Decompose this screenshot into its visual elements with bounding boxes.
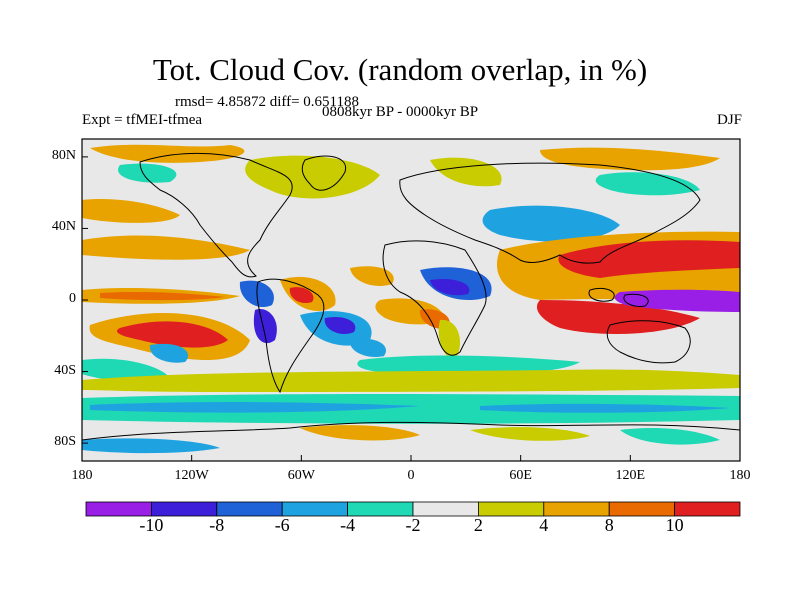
- lat-tick-label: 40S: [54, 362, 76, 378]
- contour-field: [82, 139, 740, 461]
- colorbar-swatch: [85, 501, 152, 517]
- period-label: 0808kyr BP - 0000kyr BP: [322, 104, 479, 120]
- coastline-antarctica: [81, 421, 741, 441]
- lon-tick-label: 60W: [287, 468, 315, 483]
- contour-fill: [82, 235, 250, 260]
- contour-fill: [149, 343, 189, 363]
- axis-ticks: [81, 156, 741, 461]
- contour-fill: [289, 287, 314, 304]
- lon-tick-label: 180: [729, 468, 751, 483]
- coastline-australia: [606, 320, 691, 364]
- lon-tick-label: 120E: [615, 468, 646, 483]
- contour-fill: [480, 403, 730, 413]
- colorbar-swatch: [674, 501, 741, 517]
- colorbar-label: 10: [665, 515, 684, 535]
- coastline-north-america: [139, 152, 293, 278]
- lat-tick-label: 80N: [51, 147, 76, 163]
- contour-fill: [614, 289, 740, 312]
- contour-fill: [349, 338, 386, 358]
- lon-tick-label: 180: [71, 468, 93, 483]
- contour-fill: [82, 394, 740, 424]
- colorbar-swatch: [281, 501, 349, 517]
- contour-fill: [324, 316, 356, 335]
- contour-fill: [430, 278, 470, 296]
- colorbar: [85, 501, 741, 517]
- coastline-africa: [382, 240, 487, 356]
- colorbar-swatch: [543, 501, 610, 517]
- contour-fill: [82, 369, 740, 392]
- contour-fill: [118, 163, 177, 183]
- chart-title: Tot. Cloud Cov. (random overlap, in %): [152, 52, 648, 87]
- coastline-south-america: [256, 278, 325, 394]
- contour-fill: [82, 199, 180, 223]
- contour-fill: [482, 205, 620, 242]
- colorbar-label: -8: [209, 515, 225, 535]
- contour-fill: [100, 291, 225, 301]
- contour-fill: [253, 309, 277, 344]
- contour-fill: [90, 144, 245, 163]
- colorbar-swatch: [216, 501, 283, 517]
- coastline-greenland: [301, 155, 347, 191]
- contour-fill: [350, 266, 394, 287]
- contour-fill: [300, 425, 420, 441]
- contour-fill: [595, 172, 700, 196]
- lon-tick-label: 120W: [174, 468, 209, 483]
- lat-tick-label: 0: [69, 291, 76, 306]
- colorbar-label: 8: [604, 515, 614, 535]
- lat-tick-label: 40N: [51, 219, 76, 235]
- colorbar-label: 2: [473, 515, 483, 535]
- contour-fill: [558, 240, 740, 278]
- stats-label: rmsd= 4.85872 diff= 0.651188: [175, 94, 359, 110]
- experiment-label: Expt = tfMEI-tfmea: [82, 112, 203, 128]
- contour-fill: [116, 321, 228, 348]
- contour-fill: [90, 402, 420, 413]
- contour-fill: [82, 438, 220, 454]
- coastlines: [81, 152, 741, 441]
- colorbar-swatch: [150, 501, 218, 517]
- contour-fill: [470, 427, 590, 441]
- colorbar-label: -2: [405, 515, 421, 535]
- colorbar-swatch: [347, 501, 414, 517]
- lat-tick-label: 80S: [54, 434, 76, 450]
- contour-fill: [536, 300, 700, 334]
- coastline-eurasia: [399, 162, 701, 264]
- contour-fill: [620, 428, 720, 445]
- contour-fill: [82, 358, 170, 382]
- colorbar-label: -4: [340, 515, 356, 535]
- coastline-indonesia: [588, 287, 649, 307]
- lon-tick-label: 60E: [509, 468, 532, 483]
- colorbar-swatch: [412, 501, 479, 517]
- contour-fill: [245, 155, 380, 199]
- season-label: DJF: [716, 112, 742, 128]
- lon-tick-label: 0: [407, 468, 415, 483]
- colorbar-label: 4: [539, 515, 549, 535]
- colorbar-label: -6: [274, 515, 290, 535]
- colorbar-label: -10: [139, 515, 164, 535]
- colorbar-swatch: [608, 501, 676, 517]
- colorbar-swatch: [477, 501, 545, 517]
